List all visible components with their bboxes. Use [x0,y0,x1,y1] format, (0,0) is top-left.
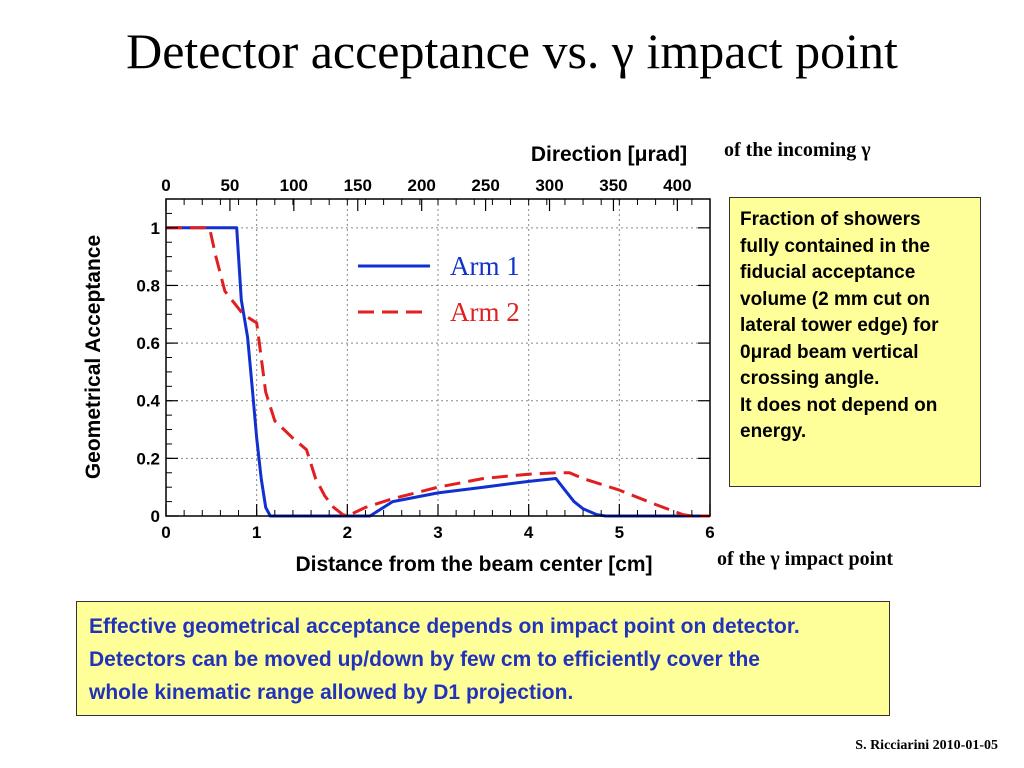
y-axis-label: Geometrical Acceptance [82,235,105,479]
y-tick-label: 0.2 [136,449,160,468]
bottom-axis-note: of the γ impact point [717,548,894,570]
y-tick-label: 0.8 [136,276,160,295]
top-tick-label: 300 [535,176,563,195]
top-tick-label: 100 [280,176,308,195]
y-tick-label: 0.6 [136,334,160,353]
side-note-line: fiducial acceptance [740,262,916,283]
top-tick-label: 250 [471,176,499,195]
bottom-note-box: Effective geometrical acceptance depends… [76,601,890,716]
y-tick-label: 1 [151,219,160,238]
side-note-line: volume (2 mm cut on [740,288,931,310]
series-line-1 [166,226,710,518]
series-layer [166,226,710,518]
acceptance-chart: 0 1 2 3 4 5 6 0 50 100 150 200 250 300 350 400 0 0.2 0.4 0.… [82,143,715,576]
legend-label-2: Arm 2 [450,297,520,327]
tick-labels: 0 1 2 3 4 5 6 0 50 100 150 200 250 300 350 400 0 0.2 0.4 0.… [136,176,714,542]
top-tick-label: 350 [599,176,627,195]
top-tick-label: 150 [344,176,372,195]
y-tick-label: 0 [151,507,160,526]
side-note-line: It does not depend on [740,394,938,416]
x-tick-label: 3 [433,523,442,542]
side-note-line: energy. [740,421,807,442]
series-line-2 [166,226,710,518]
side-note-line: 0μrad beam vertical [740,341,919,363]
bottom-note-line: Detectors can be moved up/down by few cm… [89,648,760,671]
top-tick-label: 0 [161,176,170,195]
top-axis-note: of the incoming γ [724,139,871,161]
plot-area [166,199,710,516]
x-axis-label: Distance from the beam center [cm] [295,553,652,576]
top-tick-label: 200 [407,176,435,195]
x-tick-label: 2 [343,523,352,542]
x-tick-label: 0 [161,523,170,542]
x-tick-label: 1 [252,523,261,542]
side-note-line: crossing angle. [740,368,880,389]
side-note-box: Fraction of showers fully contained in t… [729,197,981,487]
bottom-note-line: whole kinematic range allowed by D1 proj… [89,681,574,704]
side-note-line: fully contained in the [740,235,931,257]
x-tick-label: 6 [705,523,714,542]
footer-author-date: S. Ricciarini 2010-01-05 [855,738,998,753]
slide-title: Detector acceptance vs. γ impact point [126,23,898,79]
grid-lines [166,199,710,516]
top-tick-label: 50 [220,176,239,195]
top-tick-label: 400 [663,176,691,195]
top-axis-label: Direction [μrad] [531,143,687,166]
y-tick-label: 0.4 [136,392,160,411]
side-note-line: Fraction of showers [740,209,921,230]
bottom-note-line: Effective geometrical acceptance depends… [89,615,800,638]
x-tick-label: 4 [524,523,534,542]
legend-label-1: Arm 1 [450,251,520,281]
legend: Arm 1 Arm 2 [358,251,520,327]
tick-marks [165,199,711,517]
x-tick-label: 5 [615,523,624,542]
side-note-line: lateral tower edge) for [740,315,939,336]
